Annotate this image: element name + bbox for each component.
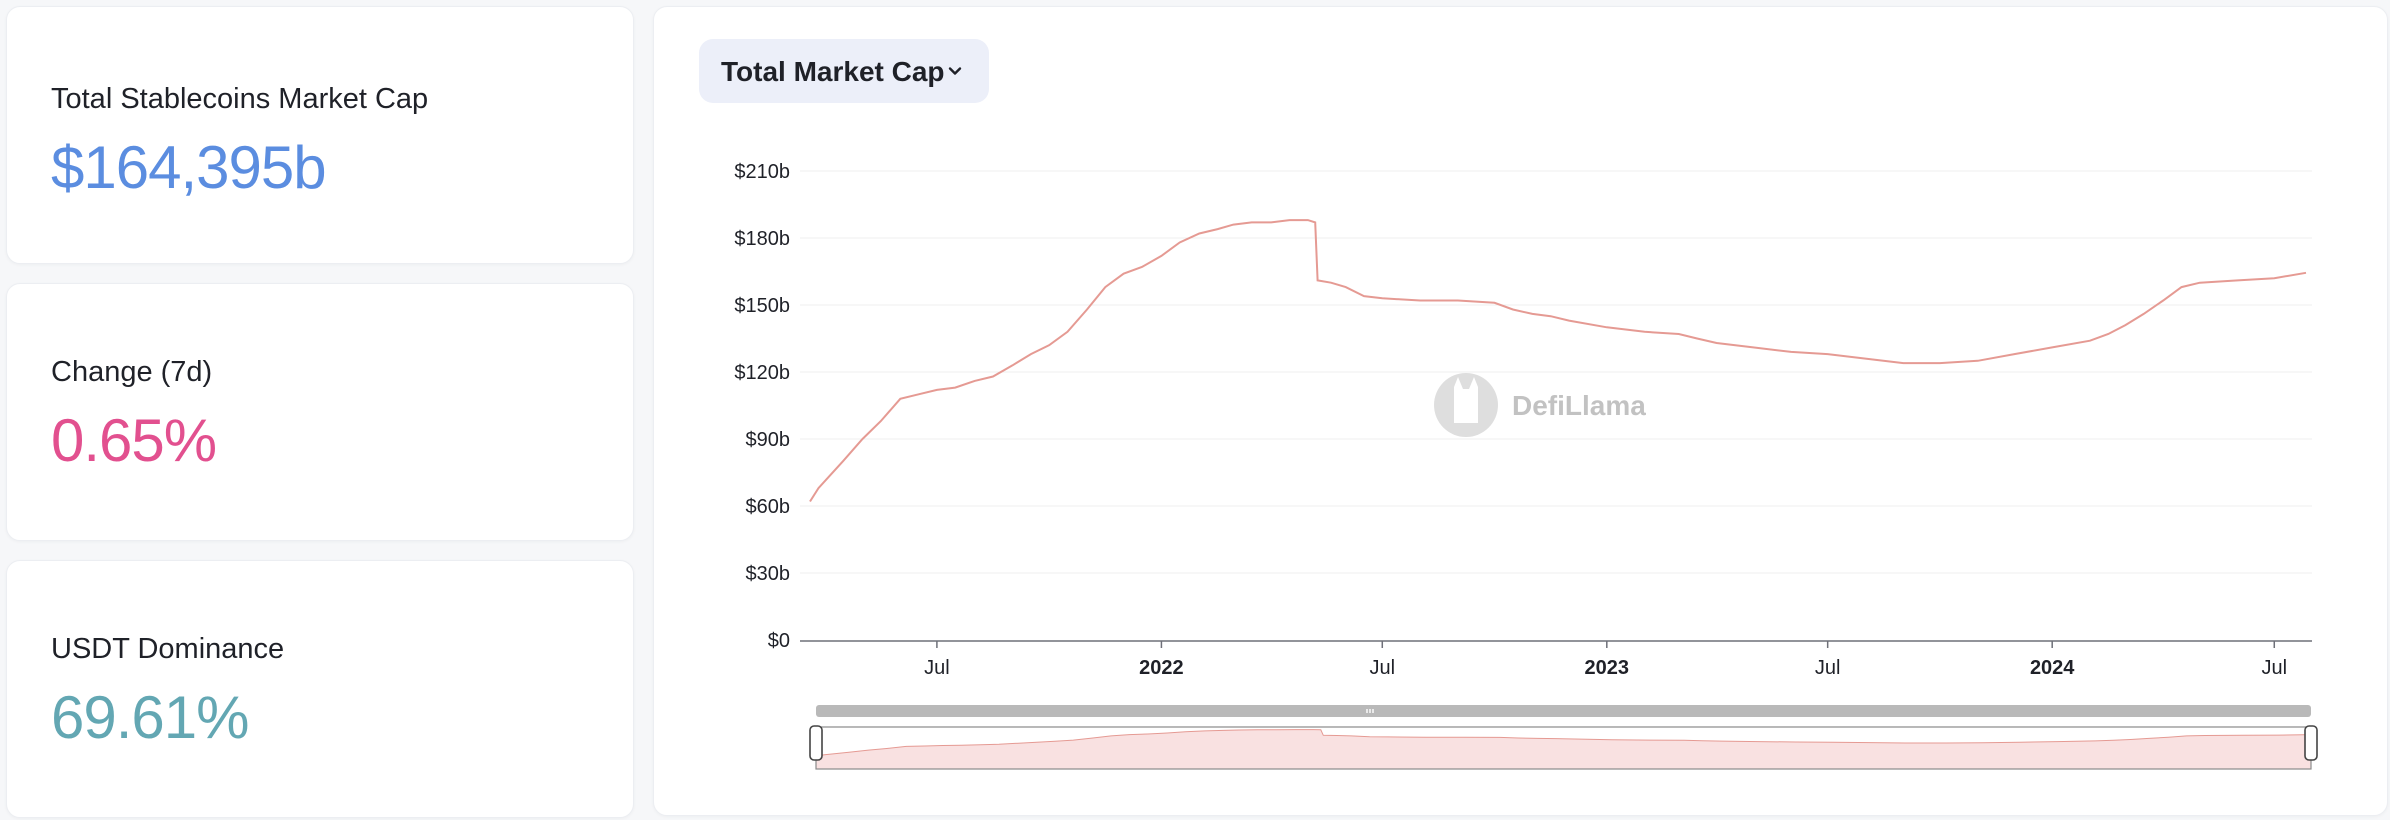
y-tick-label: $180b <box>734 228 790 250</box>
chart-type-dropdown-label: Total Market Cap <box>721 56 945 87</box>
y-tick-label: $120b <box>734 362 790 384</box>
market-cap-chart[interactable]: $0 $30b $60b $90b $120b $150b $180b $210b Jul 202… <box>654 7 2387 815</box>
zoom-grip-icon <box>1366 709 1374 713</box>
x-tick-label: Jul <box>1369 657 1395 679</box>
watermark-text: DefiLlama <box>1512 390 1646 421</box>
change-7d-value: 0.65% <box>51 407 217 474</box>
x-tick-label: 2024 <box>2030 657 2075 679</box>
x-tick-label: 2022 <box>1139 657 1184 679</box>
chart-type-dropdown[interactable]: Total Market Cap <box>699 39 989 103</box>
watermark: DefiLlama <box>1434 373 1646 437</box>
x-tick-label: Jul <box>2261 657 2287 679</box>
x-tick-label: Jul <box>924 657 950 679</box>
market-cap-card: Total Stablecoins Market Cap $164,395b <box>6 6 634 264</box>
y-tick-label: $150b <box>734 295 790 317</box>
y-tick-label: $60b <box>746 496 791 518</box>
usdt-dominance-card: USDT Dominance 69.61% <box>6 560 634 818</box>
x-tick-label: Jul <box>1815 657 1841 679</box>
chevron-down-icon <box>948 67 962 75</box>
usdt-dominance-value: 69.61% <box>51 684 249 751</box>
y-tick-label: $0 <box>768 630 790 652</box>
zoom-preview-area <box>815 729 2312 770</box>
chart-card: $0 $30b $60b $90b $120b $150b $180b $210b Jul 202… <box>653 6 2388 816</box>
y-tick-label: $30b <box>746 563 791 585</box>
y-tick-label: $210b <box>734 161 790 183</box>
change-7d-label: Change (7d) <box>51 356 213 388</box>
llama-head <box>1454 377 1478 423</box>
market-cap-value: $164,395b <box>51 134 327 201</box>
change-7d-card: Change (7d) 0.65% <box>6 283 634 541</box>
x-tick-label: 2023 <box>1585 657 1630 679</box>
usdt-dominance-label: USDT Dominance <box>51 633 285 665</box>
zoom-handle-right[interactable] <box>2304 725 2318 761</box>
market-cap-label: Total Stablecoins Market Cap <box>51 83 429 115</box>
y-tick-label: $90b <box>746 429 791 451</box>
zoom-slider-bar[interactable] <box>816 705 2311 717</box>
zoom-handle-left[interactable] <box>809 725 823 761</box>
series-line <box>809 219 2307 503</box>
